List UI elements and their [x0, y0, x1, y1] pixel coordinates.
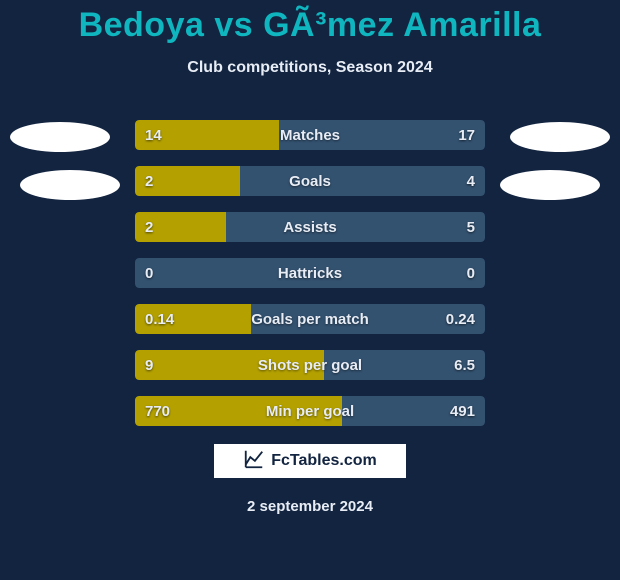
stat-bar-fill — [135, 166, 240, 196]
stat-bar-fill — [135, 212, 226, 242]
stat-bar-fill — [135, 120, 279, 150]
player1-team-avatar — [20, 170, 120, 200]
brand-badge: FcTables.com — [212, 442, 408, 480]
stat-bar-fill — [135, 304, 251, 334]
date-label: 2 september 2024 — [0, 498, 620, 515]
brand-label: FcTables.com — [271, 452, 377, 470]
stat-rows: 1417Matches 24Goals 25Assists 00Hattricks 0.… — [135, 120, 485, 442]
stat-bar-fill — [135, 350, 324, 380]
stat-row: 0.140.24Goals per match — [135, 304, 485, 334]
stat-row: 96.5Shots per goal — [135, 350, 485, 380]
stat-row: 24Goals — [135, 166, 485, 196]
player1-avatar — [10, 122, 110, 152]
stat-row: 1417Matches — [135, 120, 485, 150]
stat-row: 00Hattricks — [135, 258, 485, 288]
stat-row: 770491Min per goal — [135, 396, 485, 426]
page-subtitle: Club competitions, Season 2024 — [0, 59, 620, 77]
stat-row: 25Assists — [135, 212, 485, 242]
stat-bar-bg — [135, 258, 485, 288]
comparison-chart: Bedoya vs GÃ³mez Amarilla Club competiti… — [0, 0, 620, 580]
page-title: Bedoya vs GÃ³mez Amarilla — [0, 0, 620, 45]
player2-team-avatar — [500, 170, 600, 200]
player2-avatar — [510, 122, 610, 152]
stat-bar-fill — [135, 396, 342, 426]
chart-icon — [243, 448, 265, 475]
